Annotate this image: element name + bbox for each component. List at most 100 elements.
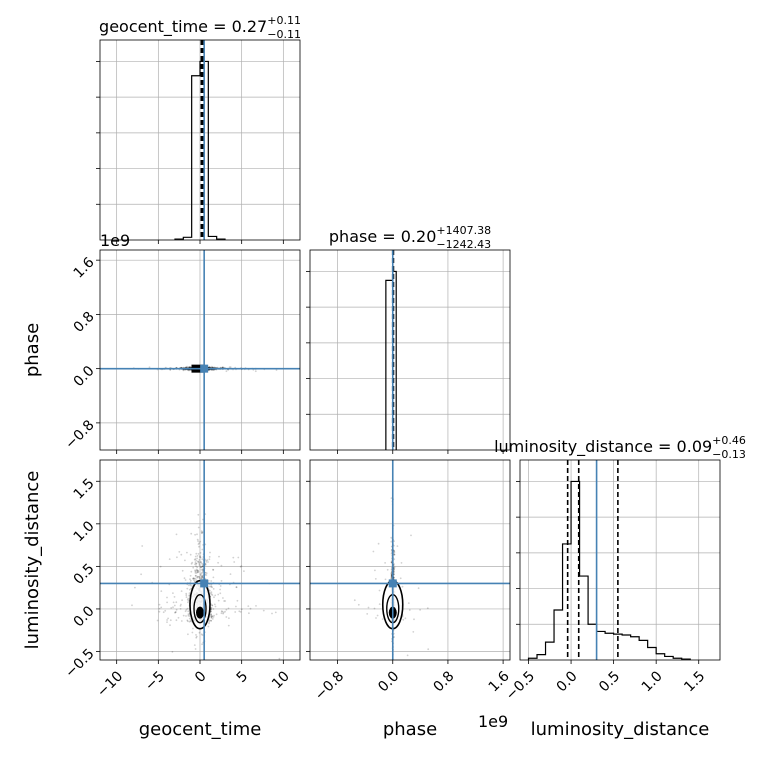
luminosity-distance-vs-geocent-time-sample-point bbox=[202, 569, 204, 572]
luminosity-distance-vs-geocent-time-sample-point bbox=[200, 577, 203, 580]
phase-vs-geocent-time-sample-point bbox=[225, 370, 228, 373]
phase-vs-geocent-time-sample-point bbox=[228, 366, 231, 369]
luminosity-distance-vs-geocent-time-sample-point bbox=[199, 561, 202, 563]
luminosity-distance-vs-geocent-time-sample-point bbox=[198, 631, 201, 634]
luminosity-distance-vs-geocent-time-sample-point bbox=[210, 610, 213, 613]
luminosity-distance-vs-geocent-time-sample-point bbox=[210, 614, 213, 617]
phase-vs-geocent-time-sample-point bbox=[210, 369, 213, 371]
luminosity-distance-vs-geocent-time-sample-point bbox=[208, 622, 210, 625]
luminosity-distance-vs-geocent-time-sample-point bbox=[187, 597, 190, 600]
phase-y-offset-text: 1e9 bbox=[100, 231, 130, 250]
luminosity-distance-vs-geocent-time-sample-point bbox=[219, 588, 222, 591]
phase-marginal-title-param: phase bbox=[329, 227, 377, 246]
luminosity-distance-vs-phase-plot-area bbox=[310, 460, 510, 660]
luminosity-distance-vs-geocent-time-sample-point bbox=[198, 545, 200, 548]
luminosity-distance-vs-phase-xtick-label-1: 0.0 bbox=[375, 668, 402, 695]
luminosity-distance-vs-phase-sample-point bbox=[357, 603, 360, 606]
luminosity-distance-vs-geocent-time-sample-point bbox=[181, 569, 184, 572]
luminosity-distance-vs-geocent-time-sample-point bbox=[211, 594, 214, 596]
phase-marginal-title: phase = 0.20+1407.38 bbox=[329, 224, 491, 246]
luminosity-distance-vs-geocent-time-sample-point bbox=[198, 562, 201, 565]
luminosity-distance-vs-geocent-time-sample-point bbox=[193, 579, 195, 582]
luminosity-distance-vs-geocent-time-sample-point bbox=[233, 561, 236, 563]
luminosity-distance-vs-geocent-time-sample-point bbox=[192, 577, 194, 580]
geocent-time-marginal-title-eq: = bbox=[208, 17, 232, 36]
luminosity-distance-vs-geocent-time-sample-point bbox=[210, 593, 213, 596]
luminosity-distance-vs-geocent-time-sample-point bbox=[185, 592, 188, 595]
luminosity-distance-vs-geocent-time-sample-point bbox=[238, 610, 241, 613]
phase-vs-geocent-time-sample-point bbox=[185, 366, 188, 369]
phase-vs-geocent-time-sample-point bbox=[189, 366, 192, 369]
phase-vs-geocent-time-sample-point bbox=[169, 369, 172, 371]
luminosity-distance-vs-geocent-time-sample-point bbox=[211, 618, 214, 620]
luminosity-distance-vs-geocent-time-sample-point bbox=[199, 556, 202, 559]
luminosity-distance-vs-geocent-time-sample-point bbox=[195, 570, 198, 572]
luminosity-distance-vs-phase-frame bbox=[309, 459, 511, 661]
luminosity-distance-vs-geocent-time-sample-point bbox=[212, 608, 215, 610]
luminosity-distance-marginal-xtick-label-2: 0.5 bbox=[596, 668, 623, 695]
luminosity-distance-vs-geocent-time-sample-point bbox=[197, 553, 200, 555]
phase-vs-geocent-time-sample-point bbox=[188, 369, 190, 372]
luminosity-distance-vs-geocent-time-sample-point bbox=[235, 605, 237, 608]
luminosity-distance-vs-geocent-time-sample-point bbox=[188, 592, 191, 595]
luminosity-distance-vs-geocent-time-sample-point bbox=[228, 617, 230, 620]
luminosity-distance-vs-geocent-time-sample-point bbox=[236, 599, 239, 602]
luminosity-distance-vs-geocent-time-sample-point bbox=[197, 543, 200, 545]
luminosity-distance-vs-geocent-time-ytick-label-4: 1.5 bbox=[71, 476, 98, 503]
luminosity-distance-vs-phase-sample-point bbox=[427, 648, 430, 651]
luminosity-distance-vs-geocent-time-sample-point bbox=[197, 575, 200, 578]
luminosity-distance-vs-geocent-time-sample-point bbox=[198, 564, 201, 566]
luminosity-distance-vs-phase-truth-marker bbox=[388, 579, 397, 588]
luminosity-distance-vs-geocent-time-sample-point bbox=[196, 538, 199, 541]
luminosity-distance-vs-geocent-time-sample-point bbox=[210, 616, 213, 619]
luminosity-distance-vs-geocent-time-sample-point bbox=[195, 565, 197, 567]
phase-vs-geocent-time-sample-point bbox=[148, 366, 151, 369]
luminosity-distance-vs-geocent-time-sample-point bbox=[195, 559, 198, 562]
luminosity-distance-vs-geocent-time-sample-point bbox=[188, 594, 191, 597]
luminosity-distance-vs-geocent-time-sample-point bbox=[211, 586, 214, 589]
luminosity-distance-vs-geocent-time-sample-point bbox=[194, 569, 196, 572]
geocent-time-marginal-title-value: 0.27 bbox=[232, 17, 268, 36]
luminosity-distance-vs-geocent-time-sample-point bbox=[195, 635, 198, 638]
luminosity-distance-marginal-title-minus: −0.13 bbox=[712, 448, 746, 461]
luminosity-distance-vs-phase-sample-point bbox=[384, 578, 387, 581]
luminosity-distance-vs-geocent-time-sample-point bbox=[164, 609, 167, 612]
luminosity-distance-vs-geocent-time-sample-point bbox=[199, 552, 202, 554]
phase-marginal-plot-area bbox=[310, 250, 510, 450]
luminosity-distance-vs-geocent-time-sample-point bbox=[196, 571, 199, 574]
luminosity-distance-vs-geocent-time-density-core bbox=[196, 606, 204, 619]
luminosity-distance-vs-geocent-time-sample-point bbox=[219, 585, 222, 587]
luminosity-distance-vs-geocent-time-sample-point bbox=[168, 558, 171, 560]
x-axis-label-geocent-time: geocent_time bbox=[139, 719, 262, 740]
luminosity-distance-vs-geocent-time-sample-point bbox=[205, 572, 208, 574]
luminosity-distance-vs-geocent-time-sample-point bbox=[186, 587, 189, 590]
luminosity-distance-vs-geocent-time-sample-point bbox=[209, 592, 212, 595]
luminosity-distance-vs-geocent-time-ytick-label-2: 0.5 bbox=[71, 561, 98, 588]
luminosity-distance-vs-geocent-time-sample-point bbox=[194, 572, 197, 574]
luminosity-distance-vs-geocent-time-sample-point bbox=[194, 575, 197, 577]
luminosity-distance-vs-geocent-time-sample-point bbox=[209, 551, 211, 554]
luminosity-distance-vs-geocent-time-sample-point bbox=[205, 559, 207, 562]
luminosity-distance-vs-geocent-time-sample-point bbox=[225, 616, 228, 618]
luminosity-distance-vs-phase-sample-point bbox=[353, 599, 356, 602]
luminosity-distance-vs-phase-sample-point bbox=[396, 545, 399, 547]
luminosity-distance-vs-geocent-time-sample-point bbox=[187, 614, 190, 617]
luminosity-distance-vs-geocent-time-sample-point bbox=[175, 619, 178, 622]
luminosity-distance-vs-geocent-time-sample-point bbox=[255, 605, 257, 607]
luminosity-distance-vs-geocent-time-sample-point bbox=[169, 624, 171, 627]
luminosity-distance-vs-geocent-time-sample-point bbox=[240, 608, 243, 611]
phase-vs-geocent-time-sample-point bbox=[182, 369, 185, 372]
luminosity-distance-vs-phase-sample-point bbox=[393, 558, 396, 561]
luminosity-distance-vs-geocent-time-sample-point bbox=[194, 570, 197, 573]
geocent-time-marginal: geocent_time = 0.27+0.11−0.11 bbox=[96, 14, 301, 244]
luminosity-distance-vs-geocent-time-sample-point bbox=[198, 542, 201, 544]
luminosity-distance-vs-geocent-time-sample-point bbox=[191, 631, 194, 634]
luminosity-distance-vs-geocent-time-sample-point bbox=[189, 620, 192, 622]
luminosity-distance-vs-geocent-time-sample-point bbox=[177, 616, 180, 619]
luminosity-distance-vs-geocent-time-plot-area bbox=[100, 460, 300, 660]
luminosity-distance-vs-geocent-time-sample-point bbox=[172, 601, 175, 604]
luminosity-distance-vs-geocent-time-xtick-label-3: 5 bbox=[234, 668, 252, 686]
luminosity-distance-vs-geocent-time-sample-point bbox=[210, 613, 212, 616]
geocent-time-marginal-title: geocent_time = 0.27+0.11 bbox=[99, 14, 301, 37]
luminosity-distance-marginal-xtick-label-4: 1.5 bbox=[681, 668, 708, 695]
